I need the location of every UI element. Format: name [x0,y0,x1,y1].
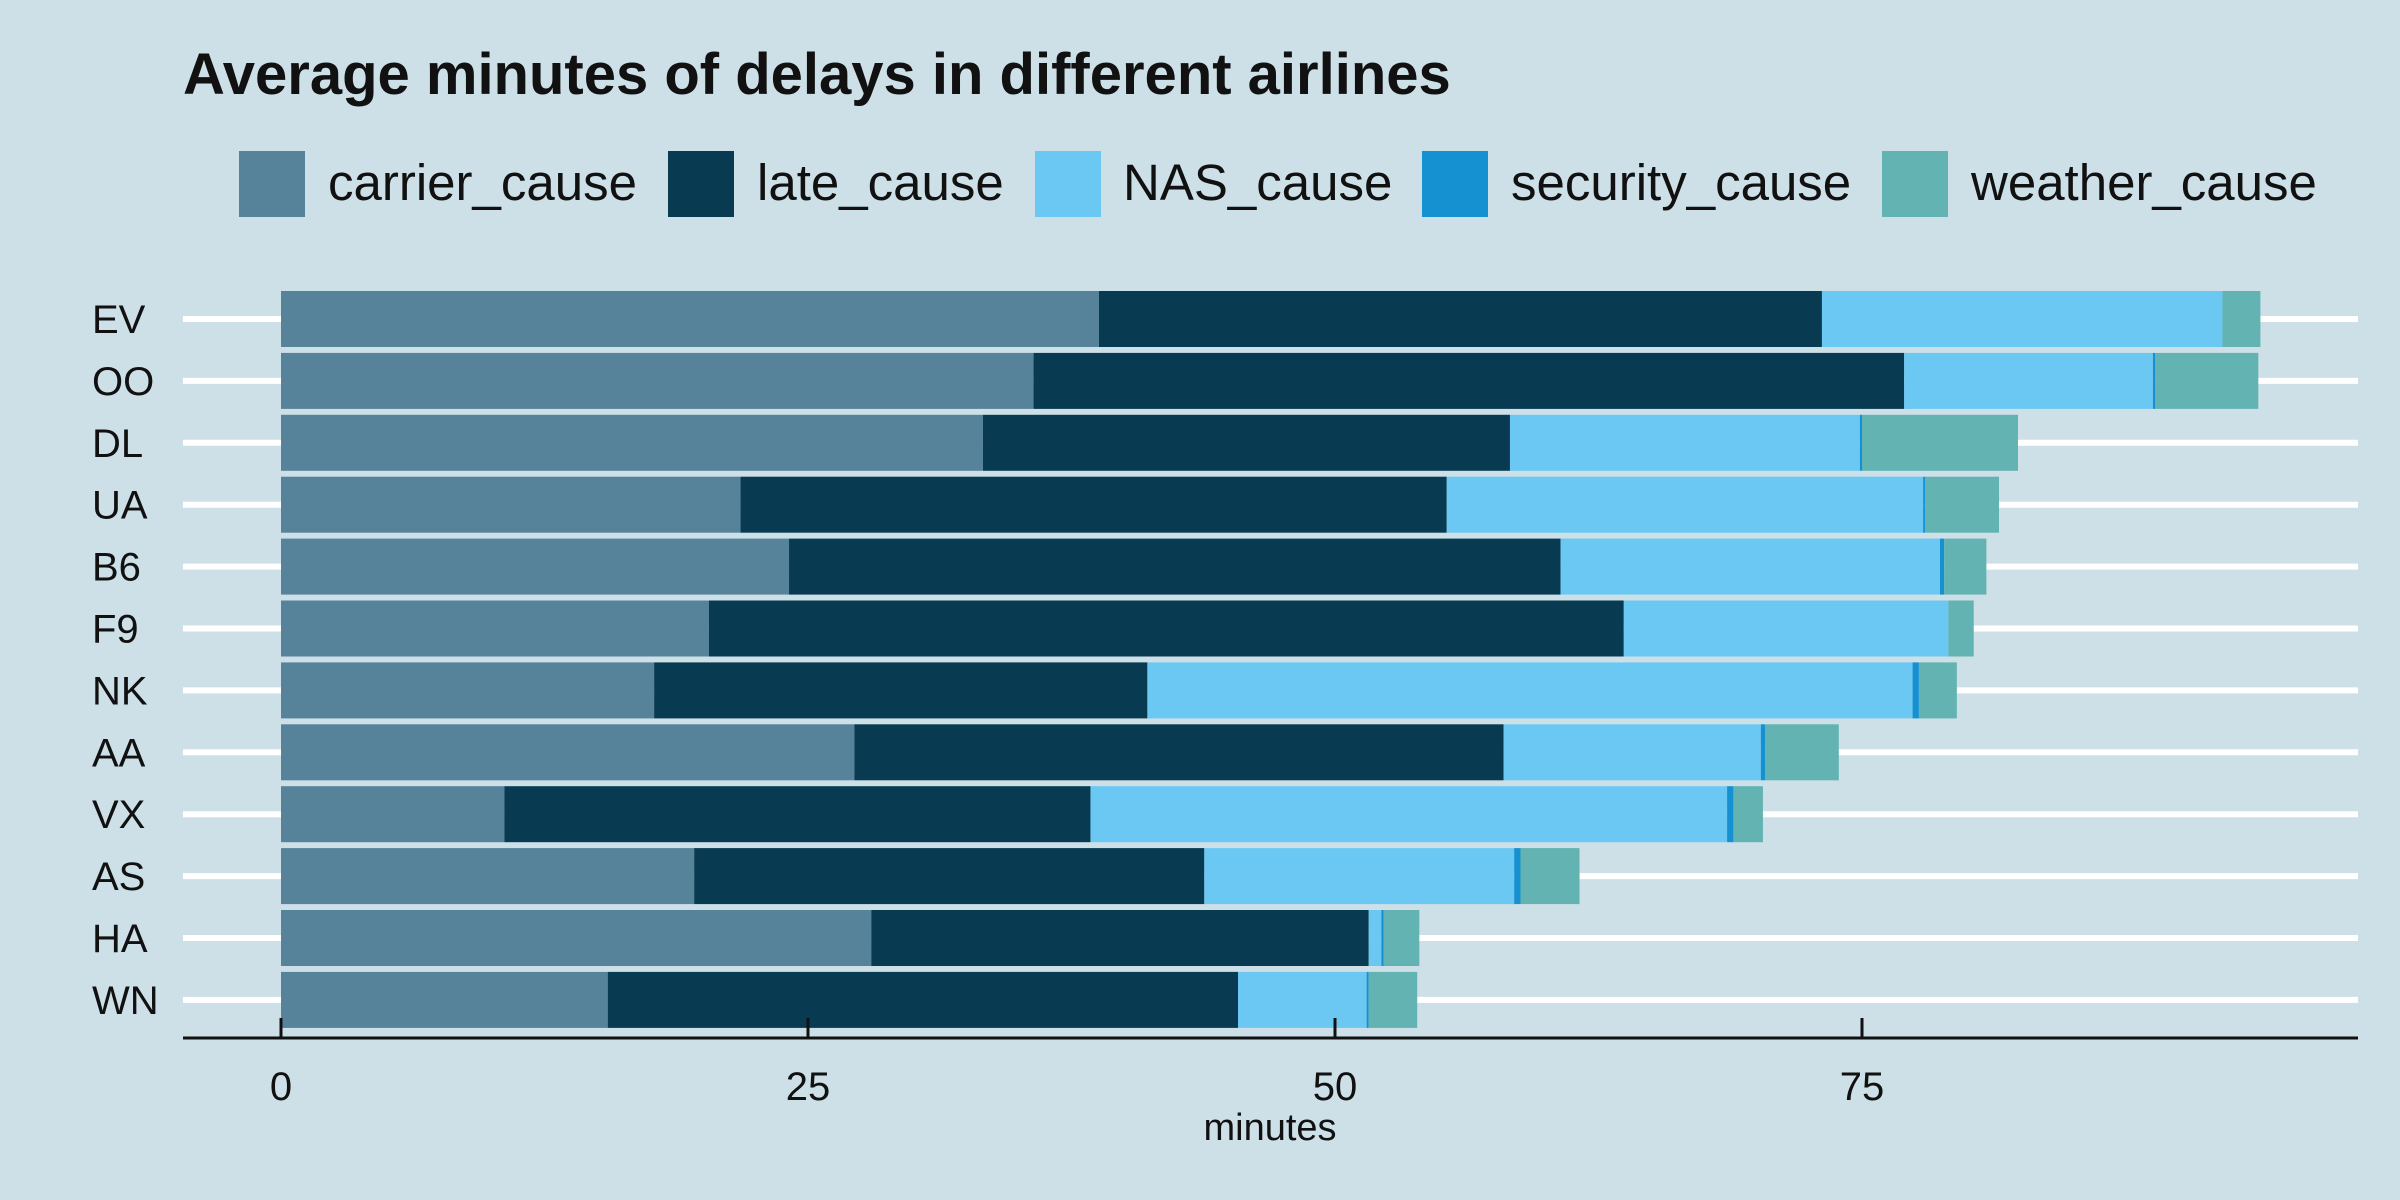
bar-vx-carrier-cause [281,786,505,843]
bar-dl-weather-cause [1862,414,2018,471]
bar-ev-carrier-cause [281,291,1099,347]
bar-aa-late-cause [854,724,1504,781]
legend-swatch-security-cause [1422,151,1488,217]
bar-wn-weather-cause [1368,971,1418,1028]
bar-b6-security-cause [1939,538,1945,595]
y-tick-label-ha: HA [92,917,148,961]
bar-ha-weather-cause [1383,910,1420,966]
bar-oo-late-cause [1033,352,1905,409]
y-tick-label-vx: VX [92,793,145,837]
bar-ev-nas-cause [1821,291,2223,347]
bar-wn-security-cause [1366,971,1369,1028]
legend-label-weather-cause: weather_cause [1970,154,2317,211]
bar-as-nas-cause [1204,848,1515,905]
bar-as-security-cause [1514,848,1521,905]
bar-vx-weather-cause [1733,786,1763,843]
bar-as-weather-cause [1520,848,1580,905]
bar-f9-late-cause [708,600,1624,657]
bar-dl-security-cause [1859,414,1862,471]
legend-label-nas-cause: NAS_cause [1123,154,1392,211]
bar-as-late-cause [694,848,1205,905]
bar-vx-security-cause [1727,786,1734,843]
bar-ha-security-cause [1381,910,1384,966]
x-tick-label-25: 25 [786,1065,831,1109]
bar-ev-weather-cause [2222,291,2261,347]
bar-nk-weather-cause [1918,662,1957,719]
bar-nk-nas-cause [1147,662,1913,719]
legend-swatch-carrier-cause [239,151,305,217]
bar-ua-security-cause [1923,476,1926,533]
legend-label-carrier-cause: carrier_cause [328,154,637,211]
bar-ha-nas-cause [1368,910,1382,966]
bar-vx-nas-cause [1090,786,1728,843]
bar-f9-carrier-cause [281,600,709,657]
y-tick-label-nk: NK [92,669,148,713]
y-tick-label-dl: DL [92,422,143,466]
bar-dl-carrier-cause [281,414,983,471]
bar-vx-late-cause [504,786,1091,843]
y-tick-label-b6: B6 [92,546,141,590]
bar-b6-nas-cause [1560,538,1940,595]
bar-f9-weather-cause [1948,600,1974,657]
x-tick-label-0: 0 [270,1065,292,1109]
y-tick-label-as: AS [92,855,145,899]
x-tick-label-75: 75 [1840,1065,1885,1109]
y-tick-label-oo: OO [92,360,154,404]
bar-ev-late-cause [1098,291,1822,347]
bar-ha-late-cause [871,910,1369,966]
legend-label-security-cause: security_cause [1511,154,1851,211]
bar-oo-security-cause [2152,352,2156,409]
y-tick-label-wn: WN [92,979,159,1023]
bar-nk-carrier-cause [281,662,655,719]
x-axis: 0 25 50 75 [183,1018,2358,1109]
y-axis: EV OO DL UA B6 F9 NK AA VX AS HA WN [92,298,159,1023]
bar-oo-weather-cause [2155,352,2259,409]
bar-as-carrier-cause [281,848,695,905]
bar-f9-nas-cause [1623,600,1949,657]
y-tick-label-f9: F9 [92,608,139,652]
bar-aa-security-cause [1760,724,1766,781]
bar-dl-nas-cause [1509,414,1860,471]
bar-b6-late-cause [789,538,1561,595]
x-axis-title: minutes [1203,1107,1336,1149]
bar-aa-carrier-cause [281,724,855,781]
bar-nk-security-cause [1912,662,1919,719]
bar-ua-carrier-cause [281,476,741,533]
bar-aa-weather-cause [1765,724,1839,781]
bar-ua-weather-cause [1925,476,2000,533]
x-tick-label-50: 50 [1313,1065,1358,1109]
bar-aa-nas-cause [1503,724,1761,781]
bar-ua-nas-cause [1446,476,1924,533]
bars [281,291,2261,1028]
legend-label-late-cause: late_cause [757,154,1004,211]
y-tick-label-ua: UA [92,484,148,528]
bar-b6-weather-cause [1944,538,1987,595]
legend-swatch-nas-cause [1035,151,1101,217]
bar-b6-carrier-cause [281,538,790,595]
bar-ua-late-cause [740,476,1447,533]
legend-swatch-late-cause [668,151,734,217]
legend: carrier_cause late_cause NAS_cause security… [239,151,2317,217]
bar-wn-nas-cause [1238,971,1367,1028]
bar-dl-late-cause [982,414,1510,471]
legend-swatch-weather-cause [1882,151,1948,217]
bar-nk-late-cause [654,662,1148,719]
y-tick-label-aa: AA [92,731,146,775]
bar-oo-carrier-cause [281,352,1034,409]
bar-ha-carrier-cause [281,910,872,966]
bar-wn-carrier-cause [281,971,608,1028]
bar-oo-nas-cause [1904,352,2153,409]
bar-wn-late-cause [607,971,1239,1028]
chart-title: Average minutes of delays in different a… [183,42,1451,107]
y-tick-label-ev: EV [92,298,146,342]
